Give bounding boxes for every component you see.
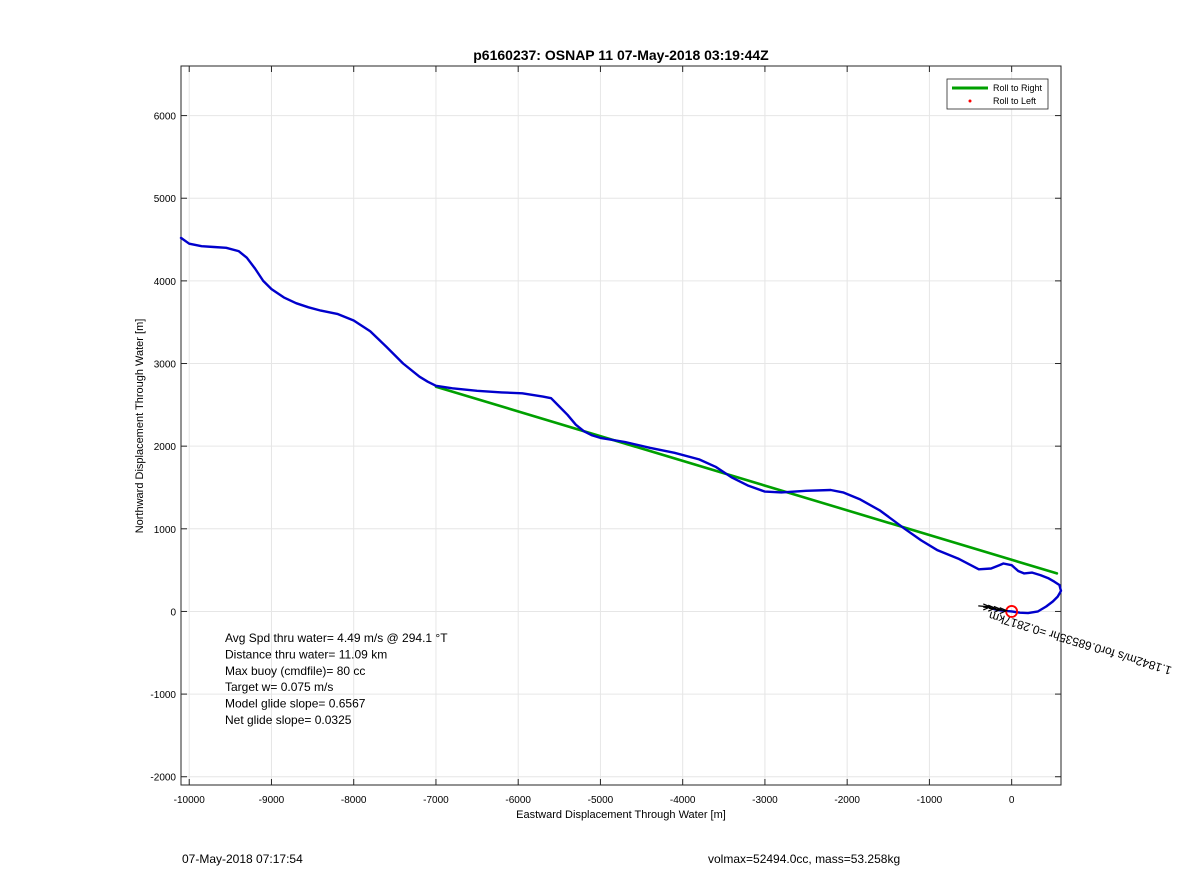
x-tick-label: -10000	[174, 795, 206, 806]
y-tick-label: 2000	[154, 442, 177, 453]
arrow-shaft	[988, 607, 1002, 610]
y-tick-label: 0	[170, 607, 176, 618]
stat-line: Avg Spd thru water= 4.49 m/s @ 294.1 °T	[225, 631, 448, 645]
legend-label-roll-right: Roll to Right	[993, 83, 1043, 93]
plot-area	[180, 65, 1062, 786]
legend-label-roll-left: Roll to Left	[993, 96, 1037, 106]
legend-marker-roll-left	[968, 99, 972, 103]
stat-line: Distance thru water= 11.09 km	[225, 647, 387, 661]
stats-block: Avg Spd thru water= 4.49 m/s @ 294.1 °T D…	[225, 631, 448, 727]
y-tick-label: 5000	[154, 194, 177, 205]
arrow-marker	[987, 604, 997, 612]
x-tick-label: -2000	[834, 795, 860, 806]
axis-ticks: -10000 -9000 -8000 -7000 -6000 -5000 -4000 -300…	[150, 66, 1061, 806]
y-tick-label: 6000	[154, 112, 177, 123]
arrow-marker	[999, 607, 1009, 615]
y-tick-label: 4000	[154, 277, 177, 288]
arrow-shaft	[978, 605, 991, 608]
x-axis-label: Eastward Displacement Through Water [m]	[516, 809, 726, 821]
footer-date: 07-May-2018 07:17:54	[182, 852, 303, 866]
x-tick-label: -6000	[505, 795, 531, 806]
x-tick-label: -3000	[752, 795, 778, 806]
chart-title: p6160237: OSNAP 11 07-May-2018 03:19:44Z	[473, 47, 769, 63]
series-lines	[179, 236, 1063, 615]
x-tick-label: -8000	[341, 795, 367, 806]
footer-info: volmax=52494.0cc, mass=53.258kg	[708, 852, 901, 866]
x-tick-label: -1000	[917, 795, 943, 806]
stat-line: Model glide slope= 0.6567	[225, 697, 366, 711]
roll-right-line	[434, 385, 1059, 575]
arrow-shaft	[983, 606, 996, 609]
stat-line: Net glide slope= 0.0325	[225, 713, 352, 727]
x-tick-label: -9000	[259, 795, 285, 806]
legend: Roll to Right Roll to Left	[946, 78, 1049, 110]
x-tick-label: 0	[1009, 795, 1015, 806]
segment-label: 1.1842m/s for0.68535hr =0.2817km	[987, 609, 1173, 678]
grid-lines	[181, 66, 1061, 785]
stat-line: Max buoy (cmdfile)= 80 cc	[225, 664, 365, 678]
y-axis-label: Northward Displacement Through Water [m]	[134, 319, 146, 534]
stat-line: Target w= 0.075 m/s	[225, 680, 333, 694]
y-tick-label: 1000	[154, 525, 177, 536]
x-tick-label: -4000	[670, 795, 696, 806]
y-tick-label: -1000	[150, 690, 176, 701]
glider-track-line	[179, 236, 1063, 615]
x-tick-label: -5000	[588, 795, 614, 806]
markers	[978, 603, 1019, 618]
y-tick-label: -2000	[150, 773, 176, 784]
legend-box	[946, 78, 1049, 110]
x-tick-label: -7000	[423, 795, 449, 806]
arrow-shaft	[994, 609, 1007, 612]
y-tick-label: 3000	[154, 360, 177, 371]
